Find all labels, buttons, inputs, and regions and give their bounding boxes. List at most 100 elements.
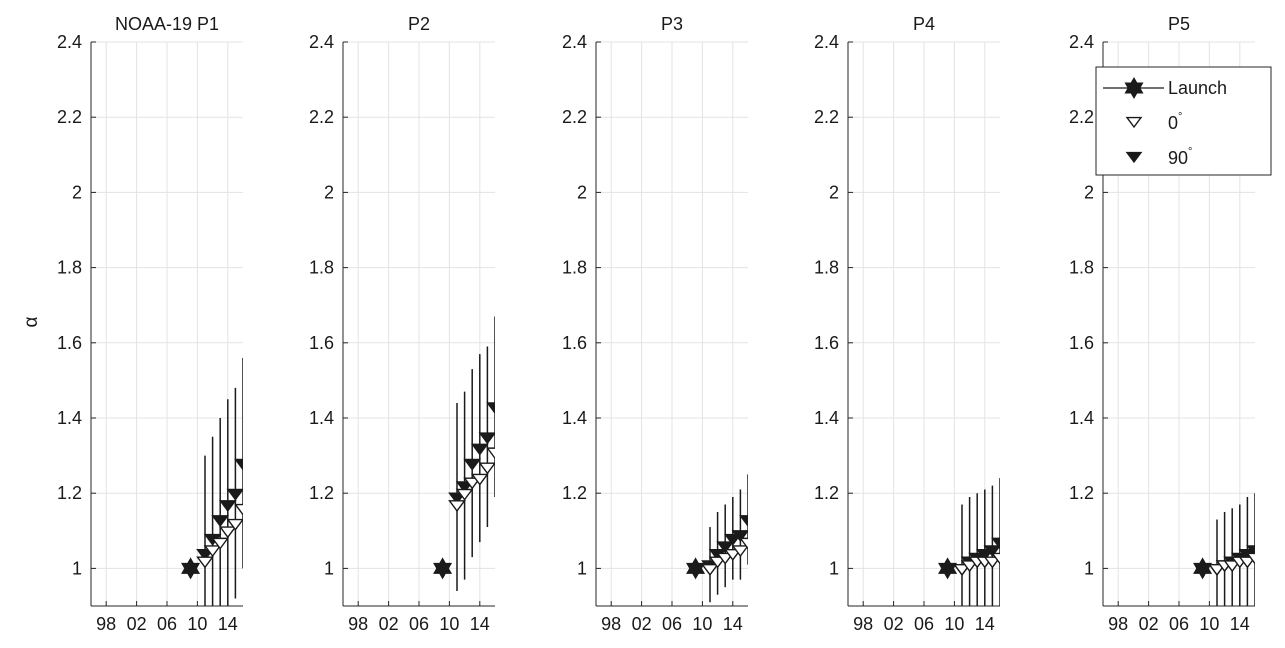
y-tick-label: 1 xyxy=(324,558,334,578)
data-layer xyxy=(938,478,1000,606)
y-tick-label: 2 xyxy=(1084,182,1094,202)
x-tick-label: 14 xyxy=(1230,614,1250,634)
y-tick-label: 2.2 xyxy=(814,107,839,127)
y-tick-label: 2 xyxy=(829,182,839,202)
y-tick-label: 1.4 xyxy=(57,408,82,428)
point-90deg xyxy=(723,533,742,546)
point-90deg xyxy=(983,545,1000,558)
panel-title: NOAA-19 P1 xyxy=(115,14,219,34)
x-tick-label: 06 xyxy=(157,614,177,634)
point-90deg xyxy=(731,530,748,543)
point-0deg xyxy=(701,563,719,576)
point-0deg xyxy=(463,477,482,490)
legend-box xyxy=(1095,66,1272,176)
point-90deg xyxy=(478,432,495,445)
y-tick-label: 1.6 xyxy=(562,333,587,353)
y-tick-label: 2 xyxy=(577,182,587,202)
y-tick-label: 1.8 xyxy=(57,258,82,278)
data-layer xyxy=(181,357,243,606)
point-90deg xyxy=(716,541,735,554)
point-0deg xyxy=(716,552,735,565)
legend-entry: Launch xyxy=(1103,77,1227,99)
legend-label: 90° xyxy=(1168,146,1192,168)
y-tick-label: 1.2 xyxy=(562,483,587,503)
point-0deg xyxy=(708,556,727,569)
point-0deg xyxy=(470,473,489,486)
point-0deg xyxy=(218,526,237,539)
launch-marker xyxy=(938,557,958,580)
point-0deg xyxy=(196,556,214,569)
y-tick-label: 1.8 xyxy=(309,258,334,278)
y-tick-label: 2.4 xyxy=(57,32,82,52)
point-0deg xyxy=(486,447,495,460)
x-tick-label: 02 xyxy=(632,614,652,634)
panel-3: 1 1.2 1.4 1.6 1.8 2 2.2 2.4 98 02 06 10 14 P3 xyxy=(562,14,748,634)
y-tick-label: 2.4 xyxy=(309,32,334,52)
point-90deg xyxy=(448,492,466,505)
x-tick-label: 98 xyxy=(601,614,621,634)
y-tick-label: 1.2 xyxy=(57,483,82,503)
point-90deg xyxy=(991,537,1000,550)
y-tick-label: 2.2 xyxy=(57,107,82,127)
y-tick-label: 1.2 xyxy=(814,483,839,503)
y-tick-label: 1 xyxy=(72,558,82,578)
x-tick-label: 02 xyxy=(127,614,147,634)
point-0deg xyxy=(1223,560,1242,573)
panel-1: 1 1.2 1.4 1.6 1.8 2 2.2 2.4 98 02 06 10 14 NOAA-19 P1 xyxy=(57,14,243,634)
point-0deg xyxy=(234,503,243,516)
y-tick-label: 1 xyxy=(1084,558,1094,578)
x-tick-label: 06 xyxy=(914,614,934,634)
legend-entry: 90° xyxy=(1125,146,1192,168)
point-0deg xyxy=(478,462,495,475)
point-0deg xyxy=(983,556,1000,569)
y-tick-label: 2.2 xyxy=(309,107,334,127)
x-tick-label: 14 xyxy=(470,614,490,634)
x-tick-label: 02 xyxy=(379,614,399,634)
point-0deg xyxy=(203,545,222,558)
point-90deg xyxy=(486,402,495,415)
y-tick-label: 1.4 xyxy=(1069,408,1094,428)
launch-marker xyxy=(181,557,201,580)
point-90deg xyxy=(234,458,243,471)
y-tick-label: 1.6 xyxy=(814,333,839,353)
point-90deg xyxy=(226,488,243,501)
x-tick-label: 98 xyxy=(853,614,873,634)
point-0deg xyxy=(731,545,748,558)
point-0deg xyxy=(991,552,1000,565)
y-tick-label: 1.8 xyxy=(814,258,839,278)
x-tick-label: 98 xyxy=(1108,614,1128,634)
launch-marker xyxy=(686,557,706,580)
launch-marker xyxy=(1193,557,1213,580)
x-tick-label: 10 xyxy=(187,614,207,634)
x-tick-label: 14 xyxy=(218,614,238,634)
y-tick-label: 1.2 xyxy=(309,483,334,503)
x-tick-label: 10 xyxy=(439,614,459,634)
data-layer xyxy=(433,316,495,591)
x-tick-label: 98 xyxy=(96,614,116,634)
y-tick-label: 1.6 xyxy=(309,333,334,353)
point-0deg xyxy=(739,537,748,550)
point-90deg xyxy=(196,548,214,561)
panel-title: P2 xyxy=(408,14,430,34)
panel-2: 1 1.2 1.4 1.6 1.8 2 2.2 2.4 98 02 06 10 14 P2 xyxy=(309,14,495,634)
panel-4: 1 1.2 1.4 1.6 1.8 2 2.2 2.4 98 02 06 10 14 P4 xyxy=(814,14,1000,634)
y-tick-label: 1.4 xyxy=(309,408,334,428)
y-tick-label: 2.2 xyxy=(562,107,587,127)
point-0deg xyxy=(1238,556,1255,569)
x-tick-label: 10 xyxy=(692,614,712,634)
point-0deg xyxy=(953,563,971,576)
y-tick-label: 2 xyxy=(324,182,334,202)
panel-title: P3 xyxy=(661,14,683,34)
point-0deg xyxy=(455,488,474,501)
point-90deg xyxy=(211,515,230,528)
y-tick-label: 1.6 xyxy=(57,333,82,353)
y-tick-label: 1.8 xyxy=(1069,258,1094,278)
point-0deg xyxy=(211,537,230,550)
x-tick-label: 06 xyxy=(409,614,429,634)
y-tick-label: 1 xyxy=(829,558,839,578)
x-tick-label: 98 xyxy=(348,614,368,634)
legend-label: Launch xyxy=(1168,78,1227,98)
x-tick-label: 06 xyxy=(1169,614,1189,634)
y-tick-label: 2.4 xyxy=(814,32,839,52)
